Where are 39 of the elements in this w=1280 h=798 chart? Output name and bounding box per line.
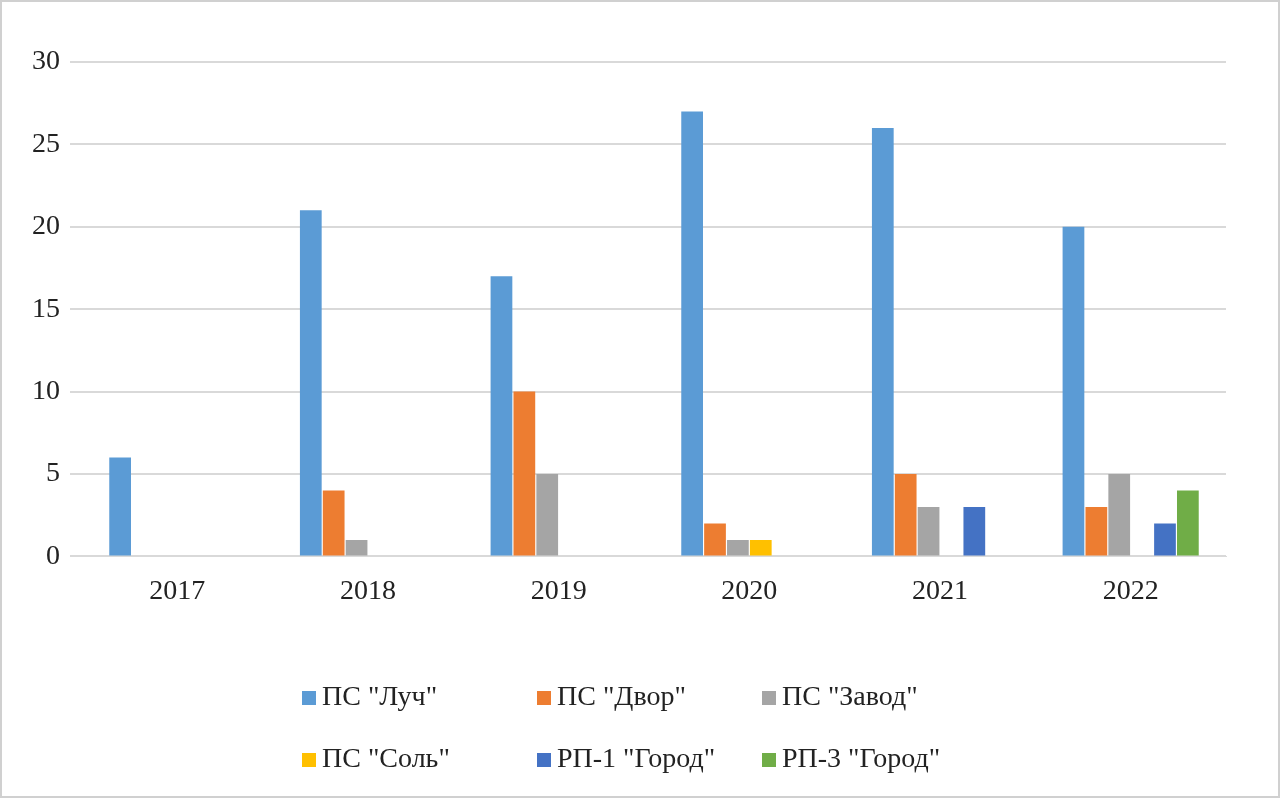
y-tick-label: 0 xyxy=(46,538,60,570)
x-tick-label: 2019 xyxy=(530,573,587,605)
bar xyxy=(490,276,513,556)
bar xyxy=(917,506,940,556)
y-tick-label: 30 xyxy=(32,44,60,76)
y-tick-label: 15 xyxy=(32,291,60,323)
bar xyxy=(963,506,986,556)
bar xyxy=(871,127,894,556)
legend-label: РП-3 "Город" xyxy=(782,742,941,774)
bar xyxy=(1108,474,1131,556)
x-tick-label: 2022 xyxy=(1102,573,1159,605)
legend-label: ПС "Завод" xyxy=(782,680,918,712)
y-tick-label: 20 xyxy=(32,209,60,241)
y-tick-label: 5 xyxy=(46,456,60,488)
bar xyxy=(749,539,772,556)
bar xyxy=(1085,506,1108,556)
x-tick-label: 2018 xyxy=(340,573,396,605)
y-tick-label: 10 xyxy=(32,373,60,405)
bar xyxy=(322,490,345,556)
bar xyxy=(109,457,131,556)
bar xyxy=(727,539,749,556)
legend-label: ПС "Двор" xyxy=(557,680,686,712)
x-tick-label: 2021 xyxy=(912,573,968,605)
y-tick-label: 25 xyxy=(32,126,60,158)
bar xyxy=(1062,226,1085,556)
legend-label: ПС "Соль" xyxy=(322,742,450,774)
bar xyxy=(1177,490,1199,556)
bar xyxy=(704,523,726,556)
bar xyxy=(894,474,917,556)
x-tick-label: 2020 xyxy=(721,573,778,605)
bar xyxy=(536,474,559,556)
bar xyxy=(299,210,322,556)
bar xyxy=(513,391,536,556)
bar xyxy=(681,111,703,556)
legend-label: ПС "Луч" xyxy=(322,680,438,712)
x-tick-label: 2017 xyxy=(149,573,206,605)
bar xyxy=(1154,523,1176,556)
legend-label: РП-1 "Город" xyxy=(557,742,716,774)
bar xyxy=(345,539,368,556)
